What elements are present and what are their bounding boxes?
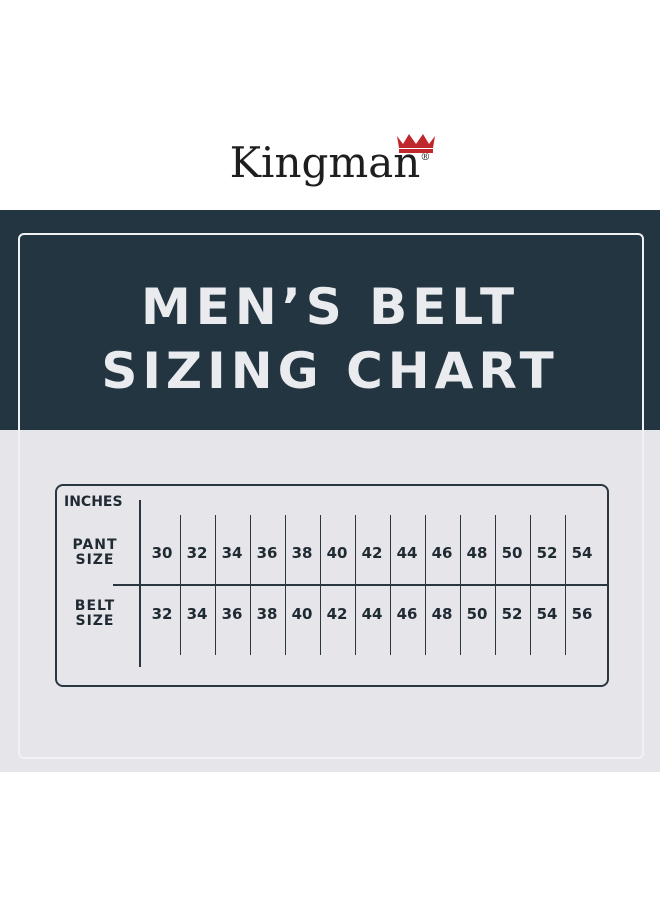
title-band — [0, 210, 660, 430]
column-divider — [355, 515, 356, 655]
row-label-top: PANT — [72, 537, 118, 553]
row-label-top: BELT — [74, 598, 116, 614]
column-divider — [390, 515, 391, 655]
column-divider — [180, 515, 181, 655]
row-label-bottom: SIZE — [75, 613, 115, 629]
column-divider — [565, 515, 566, 655]
brand-logo: Kingman® — [0, 138, 660, 187]
size-cell: 32 — [151, 605, 173, 623]
column-divider — [320, 515, 321, 655]
size-cell: 52 — [501, 605, 523, 623]
size-cell: 30 — [151, 544, 173, 562]
size-cell: 46 — [396, 605, 418, 623]
size-cell: 46 — [431, 544, 453, 562]
column-divider — [250, 515, 251, 655]
size-cell: 56 — [571, 605, 593, 623]
column-divider — [425, 515, 426, 655]
size-cell: 40 — [291, 605, 313, 623]
size-cell: 40 — [326, 544, 348, 562]
size-cell: 50 — [466, 605, 488, 623]
size-cell: 44 — [361, 605, 383, 623]
crown-icon — [397, 134, 435, 153]
size-cell: 50 — [501, 544, 523, 562]
size-cell: 34 — [221, 544, 243, 562]
size-cell: 38 — [291, 544, 313, 562]
column-divider — [285, 515, 286, 655]
size-cell: 42 — [361, 544, 383, 562]
size-cell: 42 — [326, 605, 348, 623]
size-table — [55, 484, 609, 687]
size-cell: 34 — [186, 605, 208, 623]
size-cell: 54 — [536, 605, 558, 623]
size-cell: 38 — [256, 605, 278, 623]
column-divider — [495, 515, 496, 655]
chart-panel — [0, 430, 660, 772]
size-cell: 54 — [571, 544, 593, 562]
size-cell: 36 — [256, 544, 278, 562]
column-divider — [530, 515, 531, 655]
title-line-2: SIZING CHART — [101, 342, 559, 400]
size-cell: 36 — [221, 605, 243, 623]
title-line-1: MEN’S BELT — [140, 278, 520, 336]
outer-frame — [18, 233, 644, 759]
row-divider — [113, 584, 607, 586]
size-cell: 48 — [431, 605, 453, 623]
size-cell: 52 — [536, 544, 558, 562]
row-label: PANT SIZE — [62, 538, 128, 568]
brand-name: Kingman — [229, 138, 421, 187]
unit-label: INCHES — [64, 494, 123, 510]
column-divider — [215, 515, 216, 655]
size-cell: 32 — [186, 544, 208, 562]
header-divider — [139, 500, 141, 667]
registered-mark: ® — [420, 152, 431, 163]
size-cell: 44 — [396, 544, 418, 562]
column-divider — [460, 515, 461, 655]
size-cell: 48 — [466, 544, 488, 562]
row-label-bottom: SIZE — [75, 552, 115, 568]
row-label: BELT SIZE — [62, 599, 128, 629]
